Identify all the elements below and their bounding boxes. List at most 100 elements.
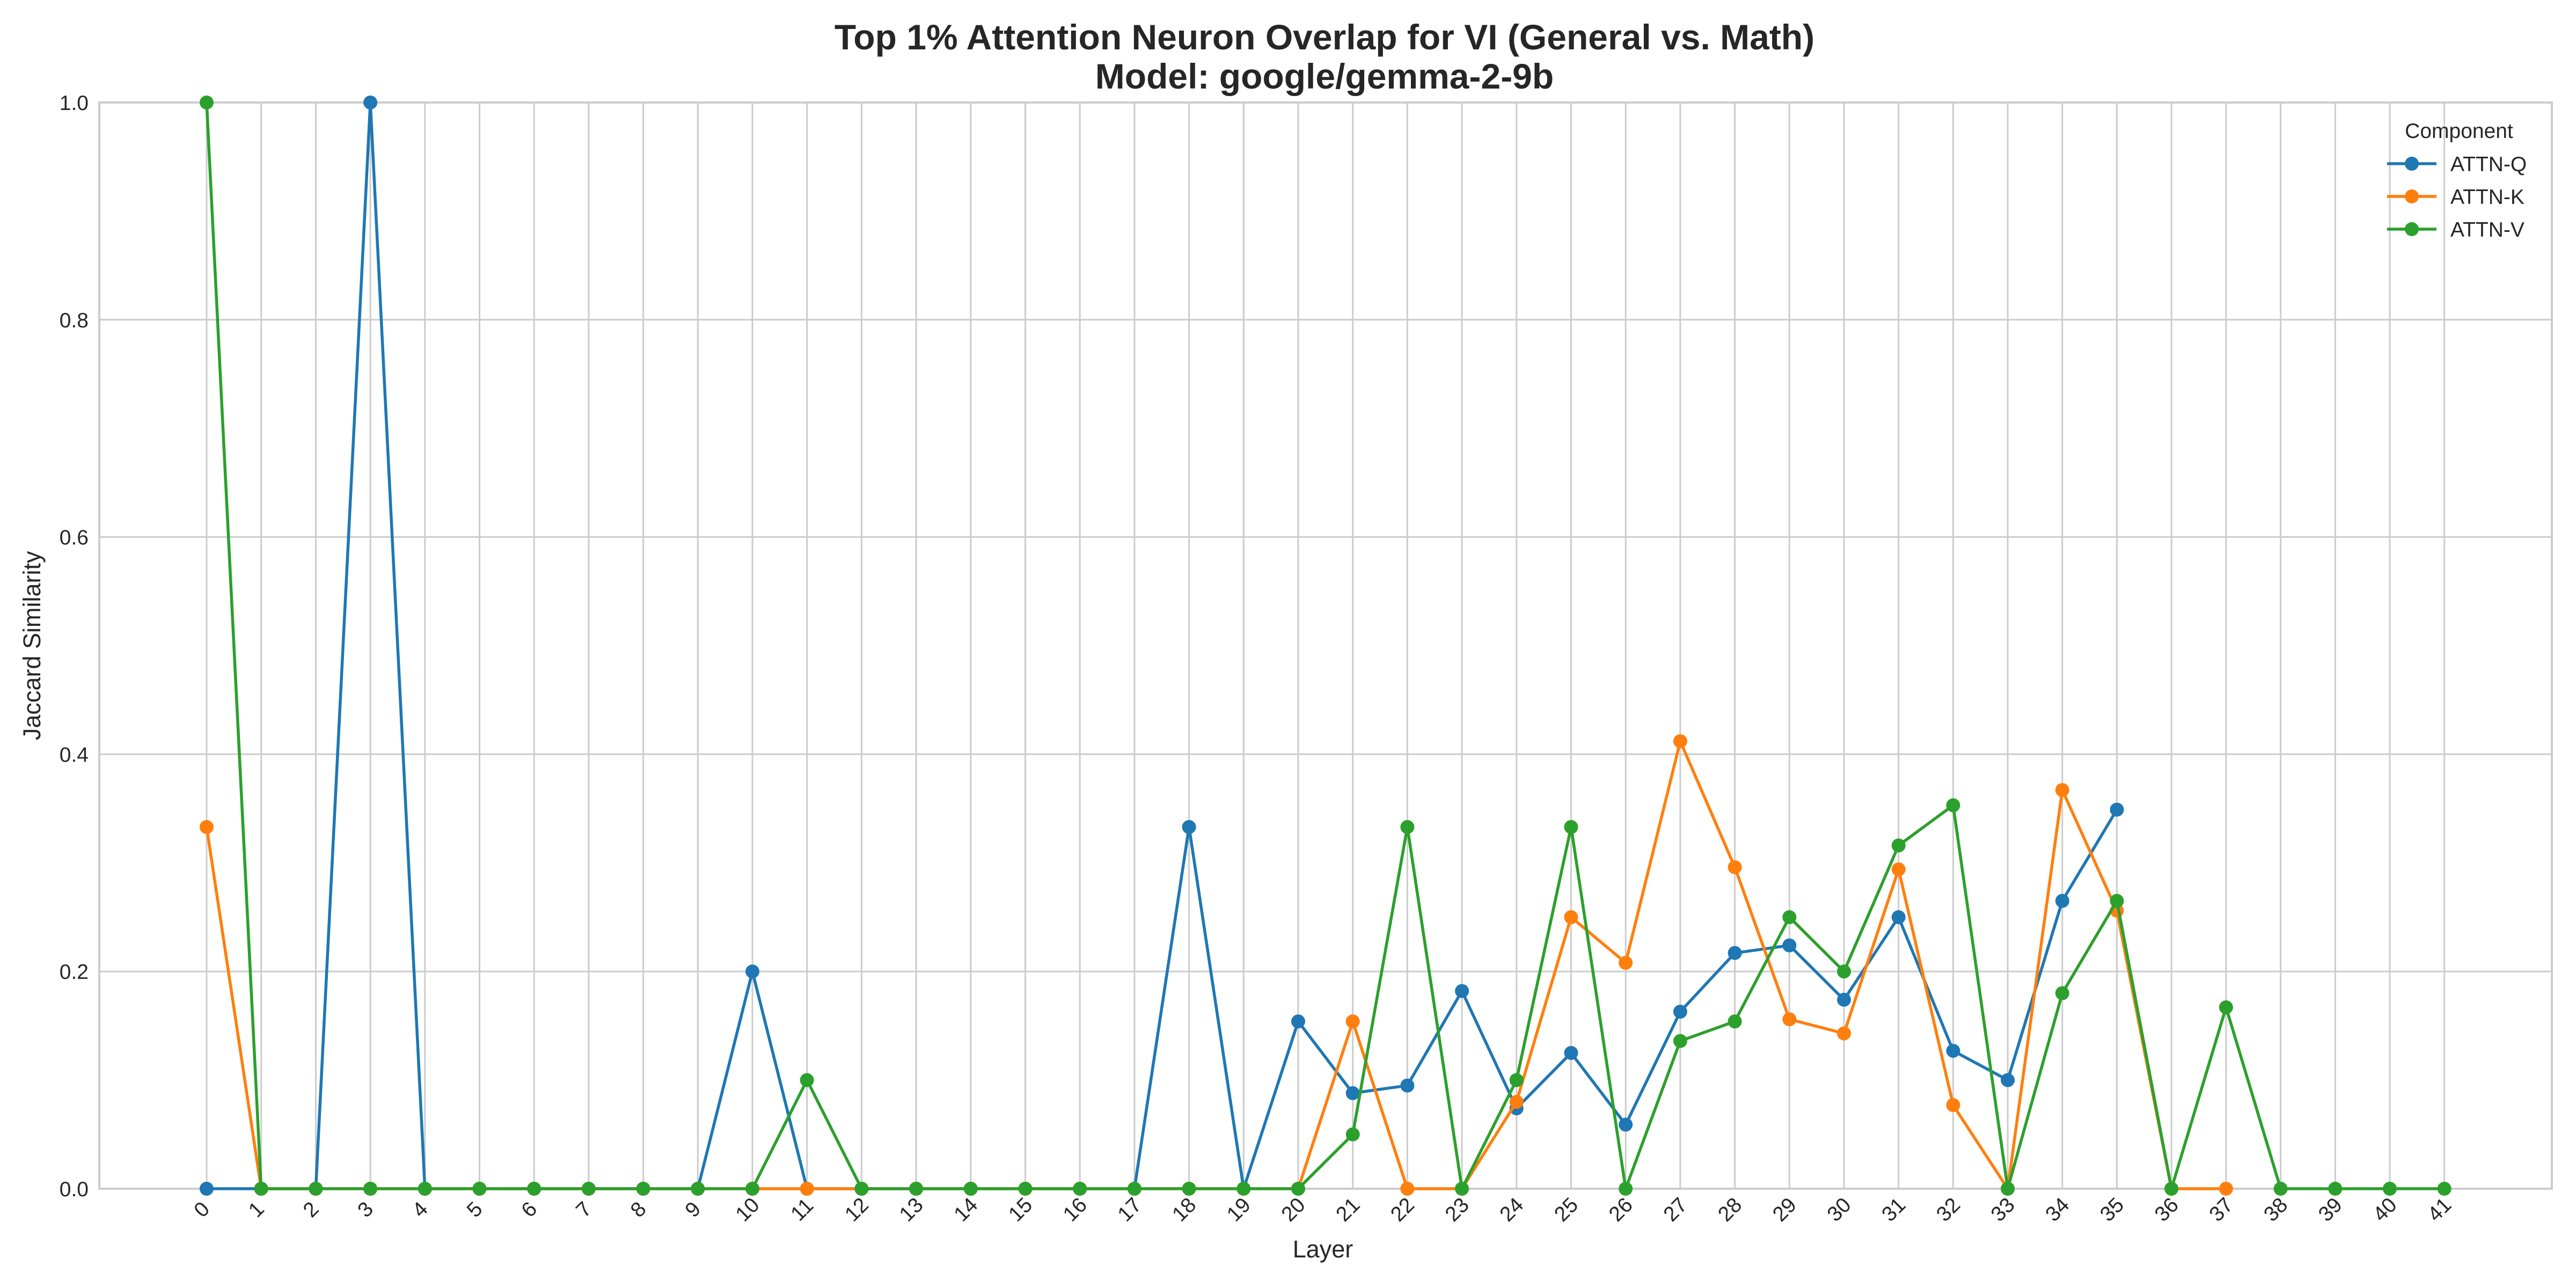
data-point-attn-v — [909, 1182, 924, 1196]
legend: Component ATTN-Q ATTN-K ATTN-V — [2387, 120, 2527, 241]
data-point-attn-v — [854, 1182, 869, 1196]
data-point-attn-k — [1564, 910, 1578, 924]
data-point-attn-q — [1782, 938, 1797, 953]
x-tick-label: 34 — [2041, 1194, 2074, 1226]
data-point-attn-q — [1673, 1005, 1687, 1019]
data-point-attn-q — [1564, 1046, 1578, 1060]
data-point-attn-v — [2437, 1182, 2451, 1196]
x-tick-label: 9 — [681, 1197, 706, 1222]
data-point-attn-q — [1291, 1014, 1305, 1029]
data-point-attn-q — [1891, 910, 1906, 924]
x-tick-label: 39 — [2314, 1194, 2347, 1226]
data-point-attn-k — [1946, 1098, 1960, 1113]
data-point-attn-v — [1509, 1073, 1524, 1087]
x-tick-label: 2 — [299, 1197, 324, 1222]
data-point-attn-v — [1837, 964, 1851, 979]
x-tick-label: 33 — [1987, 1194, 2019, 1226]
data-point-attn-k — [1619, 956, 1633, 970]
x-tick-label: 5 — [463, 1197, 487, 1222]
x-tick-label: 27 — [1659, 1194, 1692, 1226]
x-tick-label: 12 — [840, 1194, 873, 1226]
x-tick-label: 7 — [572, 1197, 596, 1222]
data-point-attn-q — [1345, 1086, 1360, 1100]
x-tick-label: 15 — [1004, 1194, 1037, 1226]
x-tick-label: 23 — [1441, 1194, 1474, 1226]
data-point-attn-v — [309, 1182, 323, 1196]
x-tick-label: 26 — [1605, 1194, 1637, 1226]
x-tick-label: 32 — [1932, 1194, 1965, 1226]
data-point-attn-k — [200, 820, 214, 835]
data-point-attn-v — [1182, 1182, 1196, 1196]
grid — [99, 101, 2552, 1190]
x-tick-label: 37 — [2205, 1194, 2238, 1226]
data-point-attn-v — [636, 1182, 650, 1196]
data-point-attn-v — [418, 1182, 432, 1196]
x-tick-label: 22 — [1386, 1194, 1419, 1226]
data-point-attn-v — [2273, 1182, 2288, 1196]
x-tick-label: 11 — [786, 1194, 818, 1226]
data-point-attn-v — [2110, 894, 2124, 908]
data-point-attn-v — [2001, 1182, 2015, 1196]
data-point-attn-k — [1782, 1012, 1797, 1027]
data-point-attn-v — [1619, 1182, 1633, 1196]
x-tick-label: 29 — [1768, 1194, 1801, 1226]
data-point-attn-v — [2164, 1182, 2179, 1196]
data-point-attn-v — [1564, 820, 1578, 835]
y-tick-label: 1.0 — [60, 92, 89, 115]
data-point-attn-v — [1400, 820, 1415, 835]
data-point-attn-k — [1509, 1095, 1524, 1109]
data-point-attn-q — [1728, 946, 1742, 960]
x-tick-label: 19 — [1223, 1194, 1255, 1226]
data-point-attn-v — [2055, 986, 2069, 1000]
data-point-attn-v — [1673, 1034, 1687, 1048]
data-point-attn-v — [1018, 1182, 1033, 1196]
data-point-attn-q — [1455, 984, 1469, 998]
y-axis-label: Jaccard Similarity — [18, 551, 46, 740]
plot-frame — [98, 101, 2553, 1190]
x-tick-label: 24 — [1495, 1194, 1528, 1226]
chart-title: Top 1% Attention Neuron Overlap for VI (… — [835, 17, 1814, 57]
x-tick-label: 21 — [1331, 1194, 1364, 1226]
x-axis-label: Layer — [1293, 1235, 1353, 1263]
legend-title: Component — [2405, 120, 2513, 143]
data-point-attn-v — [1127, 1182, 1141, 1196]
x-tick-label: 6 — [517, 1197, 541, 1222]
x-tick-label: 35 — [2096, 1194, 2128, 1226]
x-tick-label: 17 — [1114, 1194, 1146, 1226]
data-point-attn-v — [691, 1182, 705, 1196]
x-axis-ticks: 0 1 2 3 4 5 6 7 8 9 10 11 12 13 14 15 16 17 18 19 20 21 22 23 24… — [189, 1194, 2456, 1226]
data-point-attn-v — [963, 1182, 978, 1196]
data-point-attn-k — [1728, 860, 1742, 874]
data-point-attn-v — [581, 1182, 596, 1196]
legend-label-attn-k: ATTN-K — [2450, 186, 2524, 209]
data-point-attn-v — [1891, 838, 1906, 853]
data-point-attn-k — [1673, 734, 1687, 749]
data-point-attn-v — [527, 1182, 541, 1196]
x-tick-label: 28 — [1714, 1194, 1746, 1226]
legend-label-attn-q: ATTN-Q — [2450, 153, 2527, 176]
data-point-attn-q — [2001, 1073, 2015, 1087]
data-point-attn-k — [1837, 1026, 1851, 1041]
legend-swatch-marker-attn-v — [2405, 222, 2419, 236]
x-tick-label: 31 — [1877, 1194, 1910, 1226]
data-point-attn-q — [1182, 820, 1196, 835]
series-attn-k — [200, 734, 2233, 1196]
data-point-attn-v — [745, 1182, 759, 1196]
data-point-attn-v — [363, 1182, 378, 1196]
x-tick-label: 40 — [2369, 1194, 2402, 1226]
data-point-attn-k — [1345, 1014, 1360, 1029]
data-point-attn-v — [254, 1182, 268, 1196]
series-line-attn-v — [205, 102, 2445, 1190]
x-tick-label: 10 — [731, 1194, 764, 1226]
data-point-attn-v — [472, 1182, 487, 1196]
data-point-attn-v — [1782, 910, 1797, 924]
data-point-attn-v — [2383, 1182, 2397, 1196]
y-axis-ticks: 0.0 0.2 0.4 0.6 0.8 1.0 — [60, 92, 89, 1201]
x-tick-label: 30 — [1823, 1194, 1856, 1226]
data-point-attn-q — [200, 1182, 214, 1196]
x-tick-label: 20 — [1277, 1194, 1310, 1226]
x-tick-label: 0 — [189, 1197, 214, 1222]
data-point-attn-v — [800, 1073, 814, 1087]
data-point-attn-k — [1891, 862, 1906, 876]
x-tick-label: 13 — [895, 1194, 928, 1226]
